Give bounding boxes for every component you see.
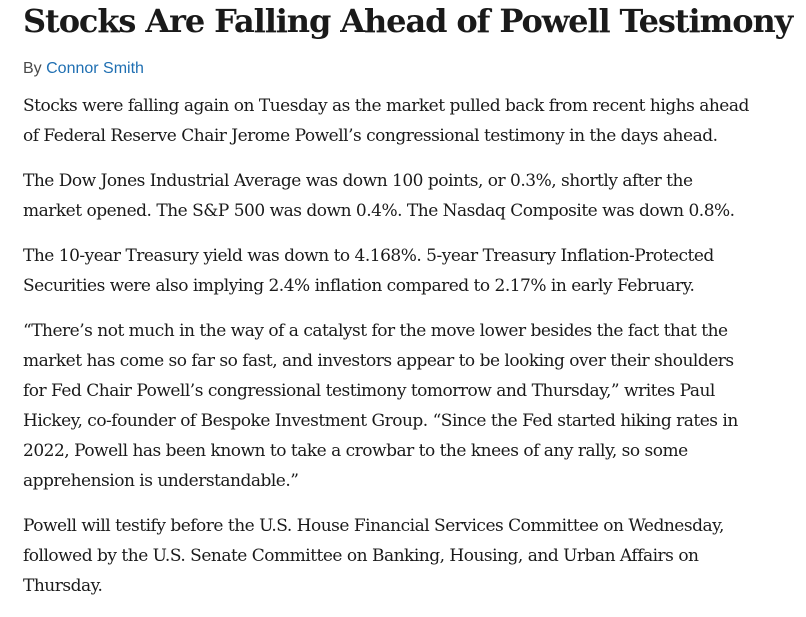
article-paragraph-2: The Dow Jones Industrial Average was dow… [23, 166, 806, 226]
paragraph-line: Securities were also implying 2.4% infla… [23, 276, 695, 296]
article: Stocks Are Falling Ahead of Powell Testi… [23, 0, 806, 601]
article-paragraph-1: Stocks were falling again on Tuesday as … [23, 91, 806, 151]
paragraph-line: apprehension is understandable.” [23, 471, 299, 491]
article-paragraph-5: Powell will testify before the U.S. Hous… [23, 511, 806, 601]
paragraph-line: Thursday. [23, 576, 103, 596]
paragraph-line: for Fed Chair Powell’s congressional tes… [23, 381, 715, 401]
byline: By Connor Smith [23, 58, 806, 80]
article-paragraph-4: “There’s not much in the way of a cataly… [23, 316, 806, 496]
byline-prefix: By [23, 60, 42, 77]
paragraph-line: Stocks were falling again on Tuesday as … [23, 96, 749, 116]
paragraph-line: market opened. The S&P 500 was down 0.4%… [23, 201, 735, 221]
paragraph-line: Powell will testify before the U.S. Hous… [23, 516, 724, 536]
article-paragraph-3: The 10-year Treasury yield was down to 4… [23, 241, 806, 301]
paragraph-line: The Dow Jones Industrial Average was dow… [23, 171, 693, 191]
paragraph-line: The 10-year Treasury yield was down to 4… [23, 246, 714, 266]
paragraph-line: followed by the U.S. Senate Committee on… [23, 546, 699, 566]
paragraph-line: of Federal Reserve Chair Jerome Powell’s… [23, 126, 718, 146]
paragraph-line: Hickey, co-founder of Bespoke Investment… [23, 411, 738, 431]
paragraph-line: market has come so far so fast, and inve… [23, 351, 734, 371]
paragraph-line: 2022, Powell has been known to take a cr… [23, 441, 688, 461]
article-headline: Stocks Are Falling Ahead of Powell Testi… [23, 2, 793, 40]
paragraph-line: “There’s not much in the way of a cataly… [23, 321, 728, 341]
author-link[interactable]: Connor Smith [46, 60, 144, 77]
